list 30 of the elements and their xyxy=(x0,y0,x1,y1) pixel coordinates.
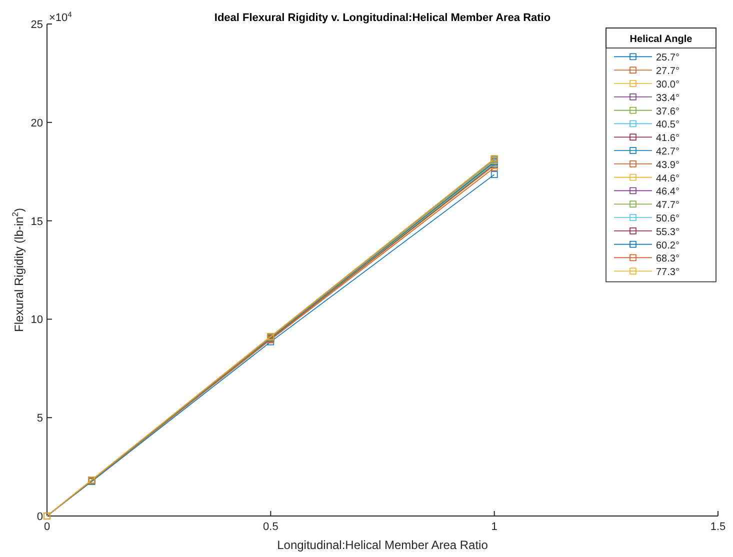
y-tick-label: 25 xyxy=(30,19,43,31)
legend-label: 60.2° xyxy=(656,240,680,252)
y-tick-label: 5 xyxy=(36,412,43,425)
legend-title: Helical Angle xyxy=(630,34,693,45)
legend-label: 47.7° xyxy=(656,200,680,212)
x-tick-label: 1.5 xyxy=(710,521,726,533)
legend-label: 43.9° xyxy=(656,160,680,171)
y-tick-label: 20 xyxy=(30,117,43,130)
legend-label: 33.4° xyxy=(656,92,680,104)
x-tick-label: 0.5 xyxy=(263,521,278,533)
y-tick-label: 10 xyxy=(30,314,43,326)
legend-label: 27.7° xyxy=(656,66,680,78)
y-tick-label: 0 xyxy=(36,511,43,523)
legend-label: 50.6° xyxy=(656,214,680,224)
legend-label: 55.3° xyxy=(656,226,680,238)
legend-label: 44.6° xyxy=(656,173,680,184)
legend-label: 68.3° xyxy=(656,254,680,265)
legend-label: 42.7° xyxy=(656,146,680,158)
x-axis-title: Longitudinal:Helical Member Area Ratio xyxy=(277,538,488,552)
legend-label: 40.5° xyxy=(656,120,680,131)
y-tick-label: 15 xyxy=(30,216,43,228)
chart-title: Ideal Flexural Rigidity v. Longitudinal:Helical Member Area Ratio xyxy=(214,12,551,24)
legend-label: 30.0° xyxy=(656,80,680,90)
legend-label: 46.4° xyxy=(656,186,680,198)
x-tick-label: 1 xyxy=(491,521,498,533)
annotation: ×10$^{4}$ xyxy=(49,10,73,24)
legend-label: 25.7° xyxy=(656,52,680,64)
legend-label: 41.6° xyxy=(656,133,680,144)
legend-label: 77.3° xyxy=(656,267,680,278)
legend-label: 37.6° xyxy=(656,106,680,118)
